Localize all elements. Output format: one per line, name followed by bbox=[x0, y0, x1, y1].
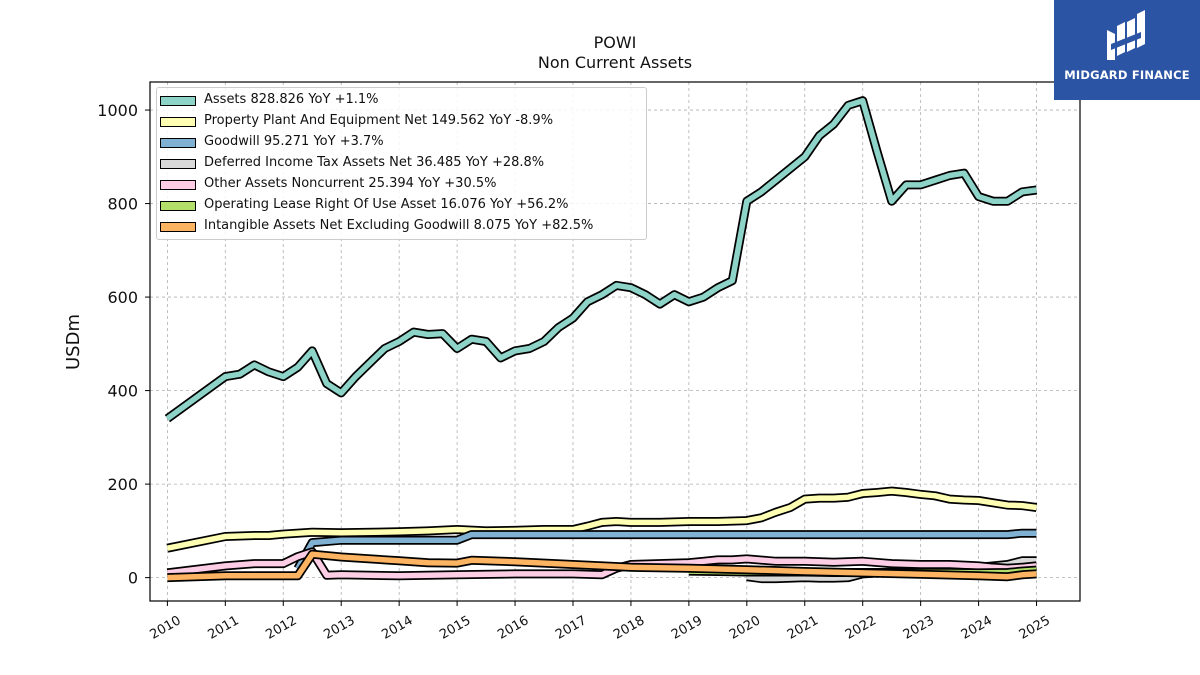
legend-label-assets: Assets 828.826 YoY +1.1% bbox=[204, 92, 379, 107]
series-line-2 bbox=[293, 528, 1037, 571]
x-tick-label: 2023 bbox=[901, 613, 937, 643]
legend-swatch-assets bbox=[160, 96, 196, 106]
x-tick-label: 2012 bbox=[263, 613, 299, 643]
logo-text: MIDGARD FINANCE bbox=[1064, 68, 1190, 82]
legend-label-intangibles: Intangible Assets Net Excluding Goodwill… bbox=[204, 218, 594, 233]
y-tick-label: 1000 bbox=[97, 101, 138, 120]
x-tick-label: 2016 bbox=[495, 613, 531, 643]
legend-swatch-intangibles bbox=[160, 222, 196, 232]
x-tick-label: 2022 bbox=[843, 613, 879, 643]
legend-label-ppe: Property Plant And Equipment Net 149.562… bbox=[204, 113, 554, 128]
brand-logo: MIDGARD FINANCE bbox=[1054, 0, 1200, 100]
series-lines bbox=[164, 96, 1038, 584]
x-tick-label: 2010 bbox=[148, 613, 184, 643]
x-tick-label: 2015 bbox=[437, 613, 473, 643]
legend-label-other-assets: Other Assets Noncurrent 25.394 YoY +30.5… bbox=[204, 176, 497, 191]
series-line-4 bbox=[166, 547, 1037, 581]
x-tick-label: 2019 bbox=[669, 613, 705, 643]
x-tick-label: 2018 bbox=[611, 613, 647, 643]
x-tick-label: 2014 bbox=[379, 613, 415, 643]
legend-swatch-operating-lease bbox=[160, 201, 196, 211]
y-tick-label: 800 bbox=[107, 195, 138, 214]
legend-swatch-goodwill bbox=[160, 138, 196, 148]
x-tick-label: 2025 bbox=[1017, 613, 1053, 643]
legend-swatch-ppe bbox=[160, 117, 196, 127]
series-stroke bbox=[295, 530, 1037, 571]
x-tick-label: 2024 bbox=[959, 613, 995, 643]
y-tick-label: 0 bbox=[128, 569, 138, 588]
series-line-6 bbox=[167, 549, 1037, 583]
legend-label-goodwill: Goodwill 95.271 YoY +3.7% bbox=[204, 134, 384, 149]
x-tick-label: 2020 bbox=[727, 613, 763, 643]
x-tick-label: 2011 bbox=[205, 613, 241, 643]
legend-label-deferred-tax: Deferred Income Tax Assets Net 36.485 Yo… bbox=[204, 155, 545, 170]
legend-swatch-deferred-tax bbox=[160, 159, 196, 169]
chart-title: POWI bbox=[593, 33, 637, 52]
series-stroke bbox=[167, 549, 1037, 579]
x-axis: 2010 2011 2012 2013 2014 2015 2016 2017 2018 2019… bbox=[148, 601, 1053, 643]
y-axis-label: USDm bbox=[63, 314, 84, 370]
midgard-logo-icon bbox=[1107, 10, 1145, 60]
series-stroke bbox=[166, 488, 1037, 551]
y-axis: 0 200 400 600 800 1000 bbox=[97, 101, 150, 588]
y-tick-label: 600 bbox=[107, 288, 138, 307]
series-stroke bbox=[167, 551, 1037, 581]
x-tick-label: 2021 bbox=[785, 613, 821, 643]
x-tick-label: 2013 bbox=[321, 613, 357, 643]
legend-swatch-other-assets bbox=[160, 180, 196, 190]
legend-label-operating-lease: Operating Lease Right Of Use Asset 16.07… bbox=[204, 197, 569, 212]
chart-subtitle: Non Current Assets bbox=[537, 53, 693, 72]
series-line-1 bbox=[166, 486, 1038, 553]
x-tick-label: 2017 bbox=[553, 613, 589, 643]
series-stroke bbox=[165, 97, 1037, 421]
legend: Assets 828.826 YoY +1.1% Property Plant … bbox=[156, 87, 647, 240]
y-tick-label: 400 bbox=[107, 382, 138, 401]
series-line-0 bbox=[164, 96, 1038, 423]
plot-frame bbox=[149, 81, 1081, 602]
y-tick-label: 200 bbox=[107, 475, 138, 494]
